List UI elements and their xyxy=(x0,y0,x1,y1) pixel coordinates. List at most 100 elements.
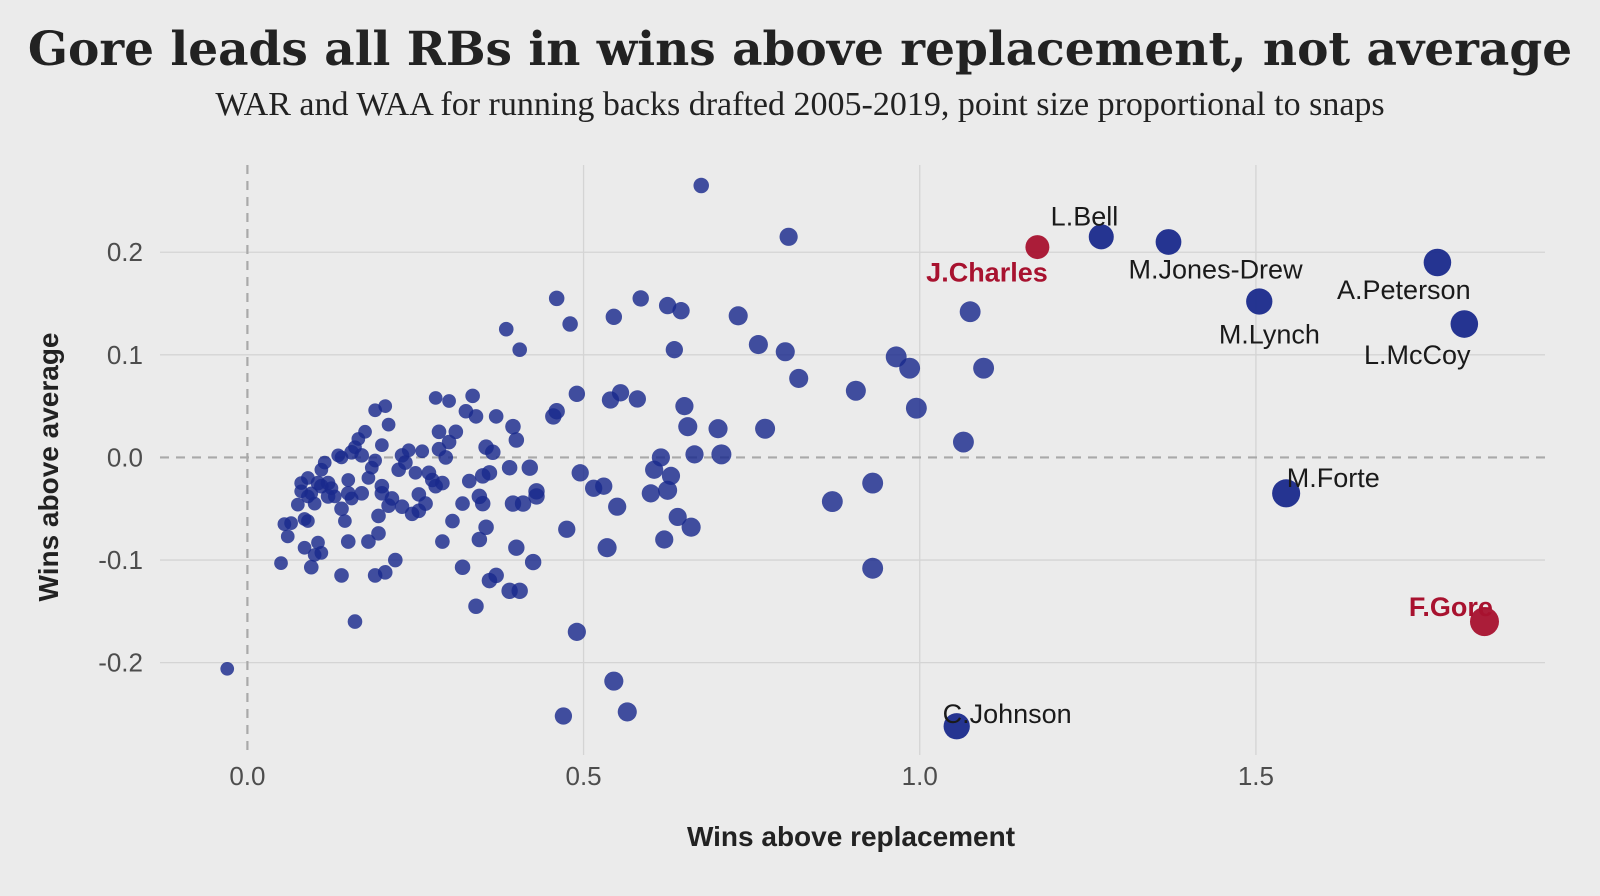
point-label: M.Jones-Drew xyxy=(1129,255,1304,285)
y-tick-label: 0.1 xyxy=(107,340,143,370)
data-point xyxy=(448,424,464,440)
data-point xyxy=(548,403,565,420)
data-point xyxy=(284,516,298,530)
data-point xyxy=(508,432,525,448)
data-point xyxy=(632,290,649,307)
data-point xyxy=(655,530,674,549)
data-point xyxy=(354,448,369,463)
data-point xyxy=(862,472,884,494)
data-point xyxy=(340,534,356,549)
labeled-data-point xyxy=(1155,229,1182,255)
data-point xyxy=(959,301,981,323)
y-tick-label: -0.1 xyxy=(98,545,143,575)
data-point xyxy=(384,491,400,506)
data-point xyxy=(378,399,393,413)
point-label: F.Gore xyxy=(1409,592,1493,622)
point-label: L.McCoy xyxy=(1364,340,1471,370)
labeled-data-point xyxy=(1469,607,1499,637)
data-point xyxy=(501,459,518,476)
labeled-data-point xyxy=(1450,310,1479,338)
chart-title: Gore leads all RBs in wins above replace… xyxy=(27,22,1573,77)
data-point xyxy=(658,480,678,500)
data-point xyxy=(301,514,315,528)
data-point xyxy=(307,496,322,511)
data-point xyxy=(394,499,410,514)
data-point xyxy=(471,531,488,548)
data-point xyxy=(418,496,433,511)
data-point xyxy=(554,707,573,725)
data-point xyxy=(415,444,430,459)
data-point xyxy=(371,508,386,524)
data-point xyxy=(789,368,809,388)
point-labels: L.Bell M.Jones-Drew J.Charles A.Peterson M.L… xyxy=(926,201,1493,729)
data-point xyxy=(508,539,525,556)
data-point xyxy=(658,296,677,315)
y-tick-label: -0.2 xyxy=(98,648,143,678)
data-point xyxy=(498,321,514,337)
data-point xyxy=(665,341,683,359)
data-point xyxy=(297,540,312,555)
data-point xyxy=(431,424,447,440)
data-point xyxy=(595,477,613,495)
data-point xyxy=(685,445,704,464)
labeled-data-point xyxy=(1025,235,1050,260)
reference-lines xyxy=(160,165,1545,755)
y-tick-label: 0.0 xyxy=(107,442,143,472)
data-point xyxy=(597,538,617,558)
data-point xyxy=(445,513,460,529)
data-point xyxy=(514,495,532,512)
data-point xyxy=(708,419,728,439)
point-label: J.Charles xyxy=(926,258,1048,288)
point-label: C.Johnson xyxy=(943,699,1072,729)
data-point xyxy=(303,559,319,575)
data-point xyxy=(347,614,363,629)
data-point xyxy=(524,553,542,571)
data-point xyxy=(604,671,624,691)
point-label: M.Lynch xyxy=(1219,319,1320,349)
data-point xyxy=(521,459,538,476)
data-point xyxy=(438,450,454,465)
data-point xyxy=(668,507,687,527)
data-point xyxy=(728,306,748,326)
y-tick-label: 0.2 xyxy=(107,237,143,267)
data-point xyxy=(748,335,768,355)
data-point xyxy=(334,568,349,583)
data-point xyxy=(952,431,974,453)
data-point xyxy=(641,484,660,503)
data-point xyxy=(358,424,372,439)
data-point xyxy=(775,342,795,362)
data-point xyxy=(461,473,477,489)
data-point xyxy=(435,475,450,491)
data-point xyxy=(562,316,578,332)
labeled-data-point xyxy=(1272,479,1301,508)
labeled-data-point xyxy=(1423,248,1452,277)
data-point xyxy=(274,556,288,570)
data-point xyxy=(611,384,630,402)
data-point xyxy=(377,565,393,580)
data-point xyxy=(354,486,369,501)
data-point xyxy=(568,385,586,403)
data-point xyxy=(511,582,528,600)
data-point xyxy=(821,491,843,513)
data-point xyxy=(428,391,443,405)
x-tick-label: 1.0 xyxy=(902,761,938,791)
data-point xyxy=(465,388,480,404)
data-point xyxy=(548,290,565,307)
point-label: A.Peterson xyxy=(1337,275,1471,305)
data-point xyxy=(454,559,471,575)
data-point xyxy=(672,302,690,320)
x-tick-label: 1.5 xyxy=(1238,761,1274,791)
data-point xyxy=(755,418,776,439)
data-point xyxy=(314,546,329,560)
data-point xyxy=(468,598,484,614)
data-point xyxy=(371,526,386,541)
data-point xyxy=(442,394,456,408)
points-layer xyxy=(220,177,1499,740)
data-point xyxy=(899,357,921,379)
data-point xyxy=(617,702,637,722)
x-axis-title: Wins above replacement xyxy=(687,821,1015,852)
point-label: L.Bell xyxy=(1051,201,1119,231)
data-point xyxy=(381,417,396,432)
data-point xyxy=(220,661,235,676)
data-point xyxy=(338,514,352,528)
